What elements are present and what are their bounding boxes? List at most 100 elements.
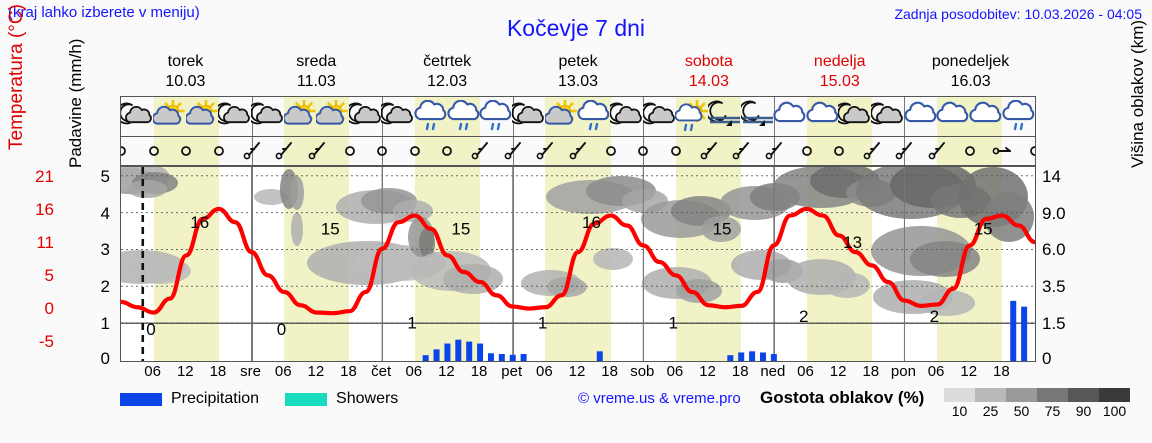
copyright-link[interactable]: © vreme.us & vreme.pro (578, 390, 741, 407)
x-axis-tick: ned (760, 363, 786, 380)
weather-icon-moon-cloud (344, 100, 383, 132)
weather-icon-moon-fog (738, 100, 775, 132)
wind-barb-calm (143, 139, 165, 163)
x-axis-tick: 12 (568, 363, 586, 380)
day-name: ponedeljek (931, 53, 1010, 70)
cloud-density-colorbar (944, 388, 1130, 402)
x-axis-tick: 18 (340, 363, 357, 380)
day-name: sreda (296, 53, 337, 70)
svg-text:1: 1 (538, 314, 547, 333)
cloud-density-tick: 50 (1013, 403, 1030, 419)
forecast-chart: 16 0 15 0 15 1 16 1 15 1 13 2 15 2 (120, 166, 1036, 362)
cloud-density-tick: 100 (1102, 403, 1127, 419)
x-axis-tick: 06 (927, 363, 945, 380)
wind-barb-calm (828, 139, 850, 163)
temperature-tick: 11 (36, 232, 54, 252)
wind-barb-barb (926, 139, 948, 163)
weather-icon-moon-fog (705, 100, 742, 132)
daylight-band (806, 137, 872, 165)
wind-barb-barb (306, 139, 328, 163)
temperature-tick: 21 (35, 166, 54, 186)
page-title: Kočevje 7 dni (506, 15, 646, 41)
day-date: 11.03 (296, 73, 336, 90)
daylight-band (153, 137, 219, 165)
temperature-tick: -5 (38, 331, 54, 351)
wind-barb-calm (121, 139, 132, 163)
weather-icon-moon-cloud (507, 100, 546, 132)
x-axis-tick: sob (630, 363, 655, 380)
cloud-height-tick: 1.5 (1042, 314, 1066, 334)
precipitation-swatch (120, 392, 162, 406)
day-date: 16.03 (950, 73, 991, 90)
wind-barb-arrow (991, 139, 1013, 163)
weather-icon-cloud (936, 100, 970, 132)
wind-barb-barb (730, 139, 752, 163)
x-axis-tick: 06 (405, 363, 423, 380)
cloud-density-tick: 90 (1075, 403, 1092, 419)
wind-barb-calm (796, 139, 818, 163)
daylight-band (414, 137, 481, 165)
day-date: 13.03 (557, 73, 599, 90)
wind-barb-calm (632, 139, 654, 163)
weather-icon-cloud (904, 100, 938, 132)
weather-icon-moon-cloud (638, 100, 677, 132)
svg-text:0: 0 (277, 320, 286, 339)
day-separator (382, 137, 384, 165)
precipitation-tick: 2 (100, 277, 110, 297)
weather-icon-sun-cloud-rain (674, 99, 709, 132)
x-axis-tick: 12 (307, 363, 325, 380)
showers-legend-label: Showers (336, 390, 399, 407)
svg-text:2: 2 (799, 307, 808, 326)
cloud-height-tick: 6.0 (1042, 240, 1066, 260)
x-axis-tick: 06 (797, 363, 814, 380)
wind-barb-calm (175, 139, 197, 163)
x-axis-tick: 12 (960, 363, 978, 380)
weather-icon-sun-cloud (543, 99, 579, 132)
x-axis-tick: 06 (536, 363, 553, 380)
svg-text:0: 0 (146, 320, 155, 339)
cloud-density-tick: 75 (1044, 403, 1061, 419)
weather-icon-moon-cloud (214, 100, 252, 132)
wind-barb-barb (469, 139, 491, 163)
wind-barb-barb (893, 139, 915, 163)
x-axis-tick: sre (240, 363, 261, 380)
wind-barb-calm (339, 139, 361, 163)
svg-text:1: 1 (668, 314, 677, 333)
x-axis-tick: 12 (699, 363, 716, 380)
precipitation-legend-label: Precipitation (171, 390, 260, 407)
temperature-axis-title: Temperatura (°C) (6, 4, 27, 150)
day-header-sreda: sreda 11.03 (251, 52, 382, 94)
cloud-density-step (1068, 388, 1099, 402)
cloud-height-tick: 9.0 (1042, 203, 1066, 223)
wind-barb-calm (404, 139, 426, 163)
wind-barb-barb (567, 139, 589, 163)
svg-text:13: 13 (843, 233, 862, 252)
cloud-density-step (944, 388, 975, 402)
precipitation-tick: 4 (100, 203, 110, 223)
svg-text:2: 2 (930, 307, 939, 326)
weather-icon-cloud-rain (479, 99, 513, 132)
wind-barb-calm (665, 139, 687, 163)
x-axis-tick: 06 (144, 363, 161, 380)
x-axis-ticks: 06 12 18 sre 06 12 18 čet 06 12 18 pet 06 12 18 sob 06 12… (120, 363, 1036, 383)
temperature-tick: 0 (44, 298, 54, 318)
wind-barb-row (120, 136, 1036, 166)
weather-icon-moon-cloud (605, 100, 644, 132)
temperature-tick: 16 (35, 199, 54, 219)
temperature-tick: 5 (44, 265, 54, 285)
cloud-height-tick: 14 (1042, 166, 1061, 186)
weather-icon-cloud (969, 100, 1003, 132)
cloud-height-axis-title: Višina oblakov (km) (1128, 19, 1147, 168)
x-axis-tick: 06 (274, 363, 292, 380)
day-name: četrtek (423, 53, 472, 70)
svg-text:1: 1 (407, 314, 416, 333)
weather-icon-sun-cloud (314, 99, 350, 132)
x-axis-tick: 18 (601, 363, 618, 380)
precipitation-axis-title: Padavine (mm/h) (66, 38, 85, 168)
cloud-density-legend-title: Gostota oblakov (%) (760, 388, 925, 407)
x-axis-tick: pet (501, 363, 523, 380)
day-date: 15.03 (819, 73, 860, 90)
x-axis-tick: 18 (993, 363, 1010, 380)
location-menu-hint[interactable]: (kraj lahko izberete v meniju) (8, 4, 200, 21)
daylight-band (937, 137, 1003, 165)
